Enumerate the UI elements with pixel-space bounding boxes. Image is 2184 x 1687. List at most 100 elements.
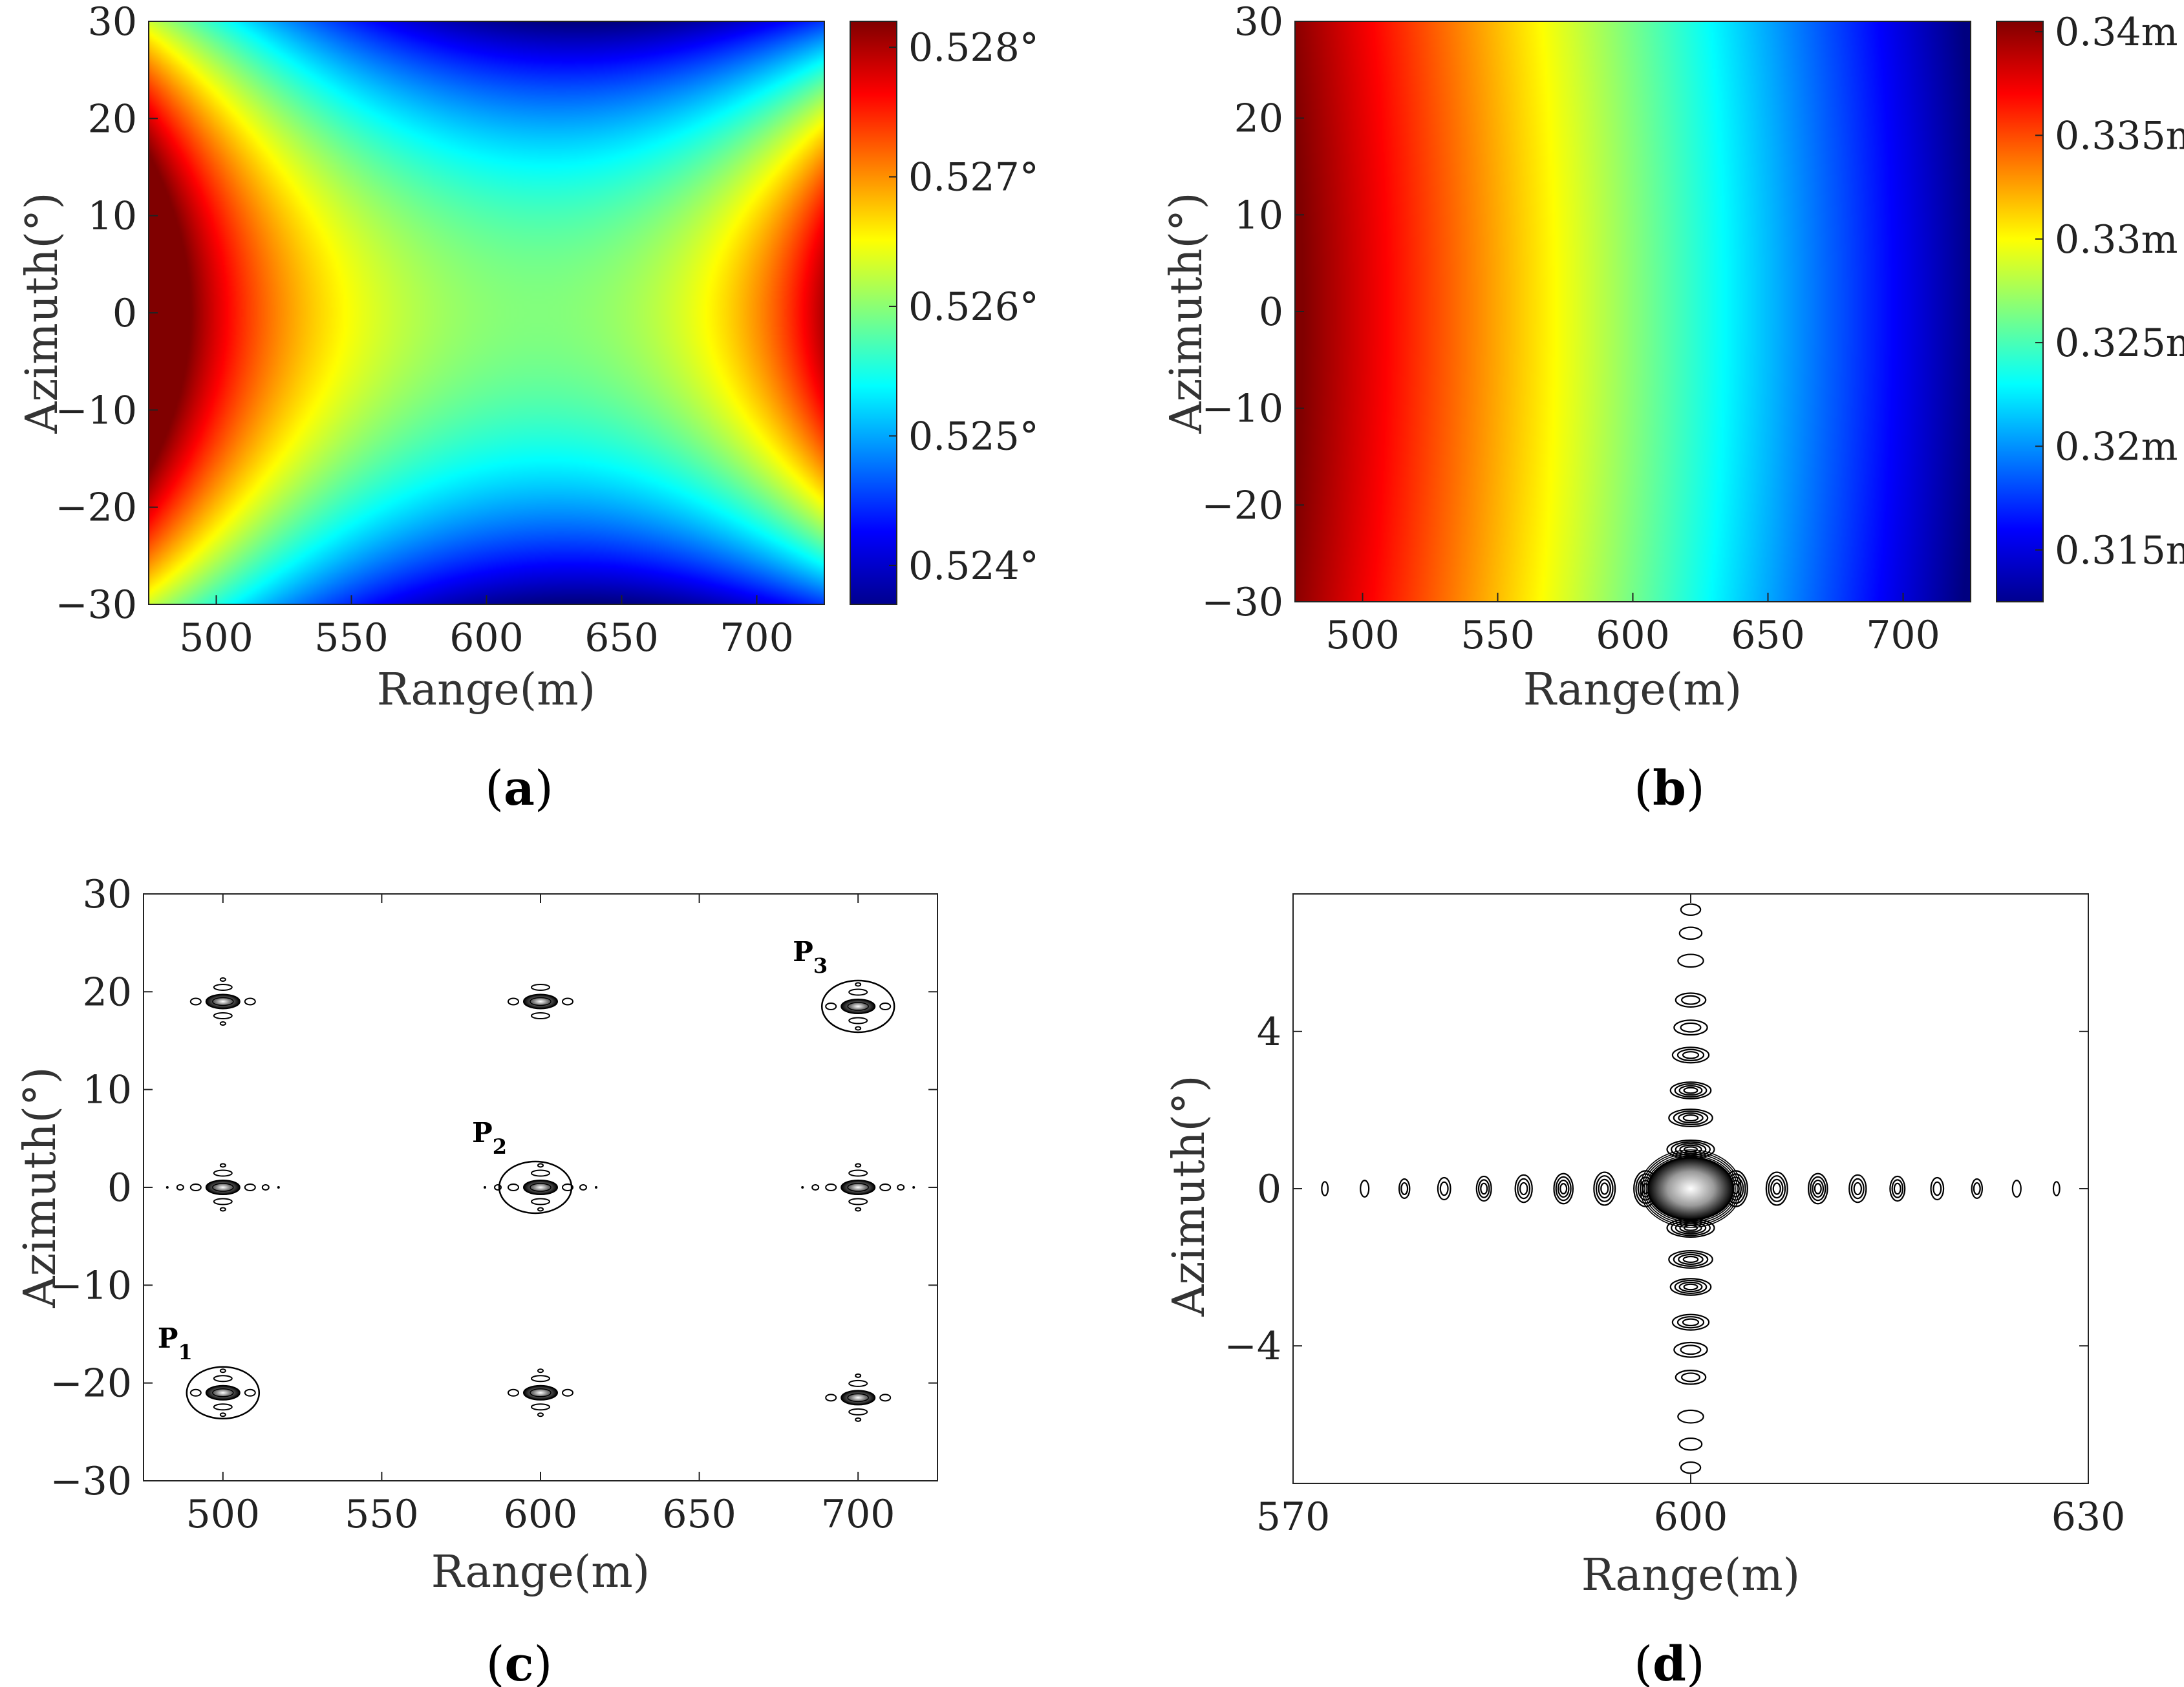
xlabel-c: Range(m) (431, 1547, 650, 1598)
caption-letter-b: b (1653, 761, 1686, 816)
x-tick-label: 700 (821, 1492, 895, 1537)
x-tick-label: 550 (314, 615, 389, 661)
main-lobe-contour (1645, 1155, 1736, 1222)
x-tick-label: 650 (584, 615, 659, 661)
y-tick-label: 20 (83, 970, 132, 1015)
range-sidelobe (1807, 1172, 1828, 1205)
ylabel-c: Azimuth(°) (15, 1066, 66, 1308)
xlabel-b: Range(m) (1523, 664, 1742, 716)
axis-ticks-d: 570 600 630 −4 0 4 (1225, 894, 2126, 1540)
y-tick-label: 20 (88, 96, 137, 142)
range-sidelobe (1321, 1181, 1329, 1196)
panel-c: P1 P2 P3 500 550 600 650 700 −30 −20 −10 0 10 20 30 R… (15, 872, 938, 1687)
y-tick-label: −10 (50, 1263, 132, 1308)
x-tick-label: 500 (1325, 613, 1400, 658)
azimuth-sidelobe (1675, 992, 1707, 1008)
x-tick-label: 630 (2051, 1494, 2126, 1540)
azimuth-sidelobe (1673, 1341, 1708, 1358)
x-tick-label: 500 (179, 615, 253, 661)
main-lobe-contour (1643, 1153, 1738, 1224)
x-tick-label: 600 (1596, 613, 1670, 658)
point-target (189, 977, 256, 1026)
range-sidelobe (2011, 1180, 2022, 1198)
range-sidelobe (1553, 1172, 1574, 1205)
target-d (1321, 903, 2061, 1474)
azimuth-sidelobe (1668, 1109, 1713, 1128)
range-sidelobe (1971, 1178, 1984, 1199)
colorbar-ticks-a: 0.524° 0.525° 0.526° 0.527° 0.528° (889, 25, 1039, 589)
colorbar-ticks-b: 0.315m 0.32m 0.325m 0.33m 0.335m 0.34m (2035, 10, 2184, 573)
caption-c: (c) (486, 1637, 553, 1687)
caption-d: (d) (1634, 1637, 1705, 1687)
y-tick-label: −30 (55, 582, 137, 628)
y-tick-label: 30 (88, 0, 137, 45)
range-sidelobe (1437, 1176, 1451, 1201)
azimuth-sidelobe (1680, 1461, 1702, 1474)
range-sidelobe (1889, 1175, 1906, 1202)
colorbar-tick-label: 0.315m (2055, 528, 2184, 573)
annotation-label: P2 (472, 1117, 507, 1159)
caption-letter-a: a (504, 761, 535, 816)
main-lobe-contour (1642, 1151, 1740, 1226)
colorbar-tick-label: 0.524° (908, 544, 1039, 589)
ylabel-d: Azimuth(°) (1164, 1075, 1215, 1317)
annotation-label: P1 (158, 1322, 193, 1364)
axis-ticks-a: 500 550 600 650 700 −30 −20 −10 0 10 20 30 (55, 0, 793, 661)
range-sidelobe (1475, 1175, 1492, 1202)
colorbar-b (1996, 21, 2044, 602)
y-tick-label: 4 (1257, 1010, 1281, 1055)
y-tick-label: 0 (1259, 290, 1283, 335)
x-tick-label: 650 (662, 1492, 736, 1537)
annotation-circle (186, 1366, 261, 1420)
colorbar-tick-label: 0.34m (2055, 10, 2178, 55)
x-tick-label: 550 (345, 1492, 419, 1537)
axis-ticks-c: 500 550 600 650 700 −30 −20 −10 0 10 20 30 (50, 872, 937, 1537)
annotation-circle (820, 979, 895, 1034)
main-lobe-contour (1640, 1149, 1742, 1228)
azimuth-sidelobe (1669, 1278, 1712, 1296)
y-tick-label: −30 (50, 1459, 132, 1504)
colorbar-tick-label: 0.33m (2055, 217, 2178, 262)
caption-letter-d: d (1653, 1637, 1686, 1687)
range-sidelobe (2052, 1181, 2061, 1196)
ylabel-a: Azimuth(°) (17, 192, 68, 434)
annotation-circle (498, 1160, 573, 1215)
y-tick-label: −20 (50, 1361, 132, 1406)
azimuth-sidelobe (1671, 1313, 1710, 1331)
heatmap-a (149, 21, 824, 604)
range-sidelobe (1765, 1171, 1788, 1206)
azimuth-sidelobe (1677, 1409, 1704, 1424)
caption-b: (b) (1634, 761, 1705, 816)
point-target (825, 1373, 892, 1422)
azimuth-sidelobe (1678, 926, 1703, 940)
y-tick-label: 0 (1257, 1167, 1281, 1212)
y-tick-label: 30 (83, 872, 132, 917)
azimuth-sidelobe (1671, 1046, 1710, 1064)
y-tick-label: 0 (107, 1165, 132, 1211)
y-tick-label: 10 (88, 194, 137, 239)
panel-b: 500 550 600 650 700 −30 −20 −10 0 10 20 30 Range(m)… (1161, 0, 2184, 816)
azimuth-sidelobe (1677, 953, 1704, 968)
range-sidelobe (1930, 1176, 1945, 1201)
y-tick-label: −30 (1201, 580, 1283, 625)
point-target (166, 1163, 280, 1212)
x-tick-label: 600 (1654, 1494, 1728, 1540)
x-tick-label: 700 (720, 615, 794, 661)
y-tick-label: 30 (1234, 0, 1283, 45)
annotation-label: P3 (793, 936, 828, 978)
point-target (508, 1368, 573, 1417)
colorbar-tick-label: 0.32m (2055, 424, 2178, 469)
colorbar-tick-label: 0.528° (908, 25, 1039, 70)
xlabel-a: Range(m) (377, 664, 595, 716)
y-tick-label: −20 (1201, 483, 1283, 528)
azimuth-sidelobe (1675, 1370, 1707, 1385)
panel-a: 500 550 600 650 700 −30 −20 −10 0 10 20 30 Range(m)… (17, 0, 1039, 816)
range-sidelobe (1593, 1171, 1616, 1206)
y-tick-label: −20 (55, 485, 137, 531)
caption-letter-c: c (504, 1637, 533, 1687)
panel-d: 570 600 630 −4 0 4 Range(m) Azimuth(°) (d) (1164, 893, 2126, 1687)
caption-a: (a) (485, 761, 553, 816)
colorbar-tick-label: 0.335m (2055, 113, 2184, 158)
main-lobe (1647, 1156, 1735, 1221)
